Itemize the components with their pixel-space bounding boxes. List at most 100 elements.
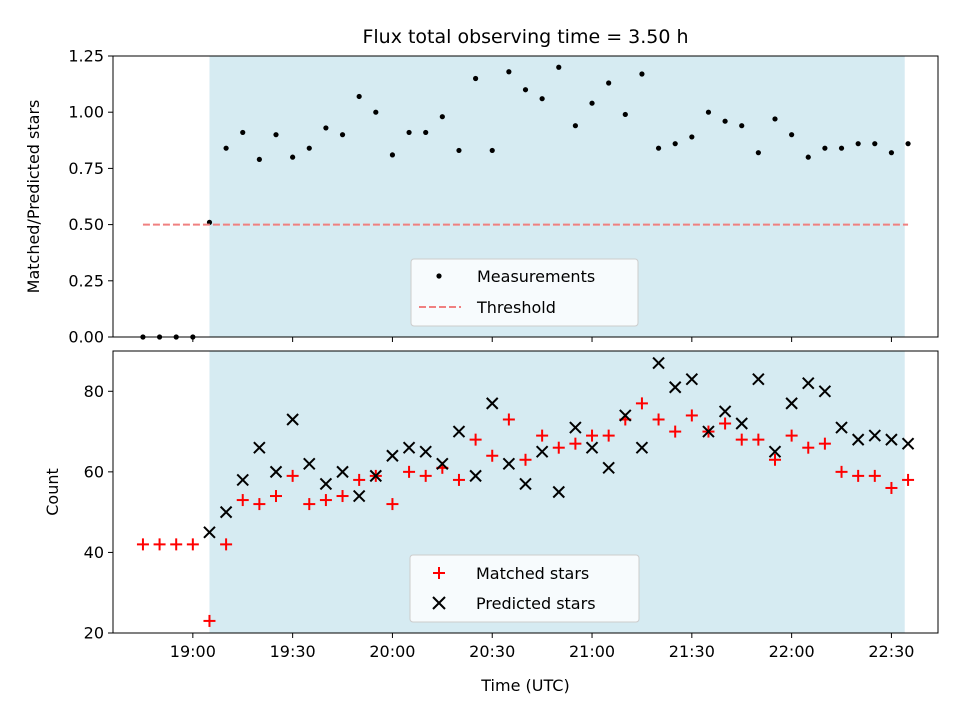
measurement-point	[473, 75, 479, 82]
y-tick-label: 40	[84, 543, 104, 562]
predicted-star-point	[768, 445, 782, 458]
predicted-star-point	[602, 461, 615, 475]
matched-star-point	[519, 453, 532, 466]
predicted-star-point	[469, 469, 482, 483]
bottom-x-axis-label: Time (UTC)	[480, 676, 569, 695]
measurement-point	[655, 145, 662, 151]
matched-star-point	[818, 437, 831, 450]
measurement-point	[389, 152, 396, 158]
predicted-star-point	[452, 425, 466, 438]
top-panel: 0.00 0.25 0.50 0.75 1.00 1.25 Flux total obse…	[24, 26, 939, 347]
predicted-star-point	[851, 433, 865, 446]
top-title: Flux total observing time = 3.50 h	[362, 26, 688, 48]
measurement-point	[822, 145, 828, 151]
matched-star-point	[835, 465, 848, 478]
top-y-axis-label: Matched/Predicted stars	[24, 100, 43, 294]
predicted-star-point	[652, 356, 665, 370]
matched-star-point	[752, 433, 765, 446]
measurement-point	[838, 145, 845, 151]
measurement-point	[522, 87, 529, 93]
predicted-star-point	[369, 469, 383, 483]
legend-label-measurements: Measurements	[477, 267, 595, 286]
predicted-star-point	[868, 429, 882, 442]
measurement-point	[755, 150, 761, 156]
measurement-point	[506, 69, 512, 75]
predicted-star-point	[303, 457, 316, 471]
measurement-point	[789, 132, 795, 138]
x-tick-label: 21:00	[569, 642, 615, 661]
predicted-star-point	[336, 465, 349, 479]
predicted-star-point	[402, 441, 416, 454]
matched-star-point	[220, 538, 233, 551]
matched-star-point	[353, 473, 366, 486]
legend-key-matched-stars	[433, 567, 445, 579]
matched-star-point	[403, 465, 416, 478]
y-tick-label: 0.00	[68, 328, 104, 347]
predicted-star-point	[718, 405, 732, 418]
x-tick-label: 20:30	[469, 642, 515, 661]
bottom-axes-frame	[112, 350, 939, 634]
matched-star-point	[303, 498, 316, 511]
predicted-star-point	[219, 505, 233, 519]
measurement-point	[739, 123, 745, 129]
measurement-point	[556, 64, 562, 70]
matched-star-point	[486, 449, 499, 462]
measurement-point	[323, 125, 329, 131]
measurement-point	[672, 141, 678, 147]
predicted-star-point	[319, 477, 333, 491]
bottom-marks	[136, 356, 915, 627]
matched-star-point	[502, 413, 515, 426]
matched-star-point	[719, 417, 732, 430]
x-tick-label: 20:00	[369, 642, 415, 661]
predicted-star-point	[885, 433, 898, 446]
measurement-point	[290, 154, 296, 160]
predicted-star-point	[535, 445, 549, 458]
matched-star-point	[270, 490, 283, 503]
predicted-star-point	[386, 449, 399, 462]
predicted-star-point	[569, 421, 582, 434]
predicted-star-point	[236, 473, 249, 487]
matched-star-point	[153, 538, 166, 551]
x-tick-label: 22:00	[769, 642, 815, 661]
measurement-point	[356, 93, 362, 100]
matched-star-point	[136, 538, 149, 551]
predicted-star-point	[253, 441, 266, 454]
matched-star-point	[685, 409, 698, 422]
matched-star-point	[652, 413, 665, 426]
measurement-point	[223, 145, 229, 151]
matched-star-point	[802, 441, 815, 454]
matched-star-point	[669, 425, 682, 438]
bottom-y-ticks: 20 40 60 80	[84, 382, 113, 643]
top-legend-box	[410, 258, 639, 327]
x-tick-label: 21:30	[669, 642, 715, 661]
y-tick-label: 0.25	[68, 271, 104, 290]
matched-star-point	[852, 469, 865, 482]
matched-star-point	[319, 494, 332, 507]
predicted-star-point	[835, 421, 848, 434]
measurement-point	[606, 80, 612, 86]
measurement-point	[639, 71, 645, 77]
bottom-legend-box	[409, 554, 640, 623]
bottom-x-ticks: 19:00 19:30 20:00 20:30 21:00 21:30 22:00 22:30	[170, 633, 914, 661]
matched-star-point	[419, 469, 432, 482]
y-tick-label: 20	[84, 624, 104, 643]
top-y-ticks: 0.00 0.25 0.50 0.75 1.00 1.25	[68, 47, 113, 347]
measurement-point	[589, 100, 595, 106]
predicted-star-point	[436, 457, 449, 471]
top-marks	[140, 64, 911, 340]
matched-star-point	[203, 614, 216, 627]
legend-key-measurements	[436, 273, 442, 279]
predicted-star-point	[818, 385, 832, 398]
legend-label-threshold: Threshold	[476, 298, 556, 317]
measurement-point	[689, 134, 695, 140]
predicted-star-point	[486, 397, 499, 410]
predicted-star-point	[901, 437, 915, 450]
top-x-ticks	[192, 337, 892, 342]
matched-star-point	[552, 441, 565, 454]
legend-label-matched-stars: Matched stars	[476, 564, 589, 583]
matched-star-point	[785, 429, 798, 442]
matched-star-point	[569, 437, 582, 450]
predicted-star-point	[552, 485, 565, 499]
measurement-point	[406, 129, 412, 136]
predicted-star-point	[286, 413, 299, 426]
